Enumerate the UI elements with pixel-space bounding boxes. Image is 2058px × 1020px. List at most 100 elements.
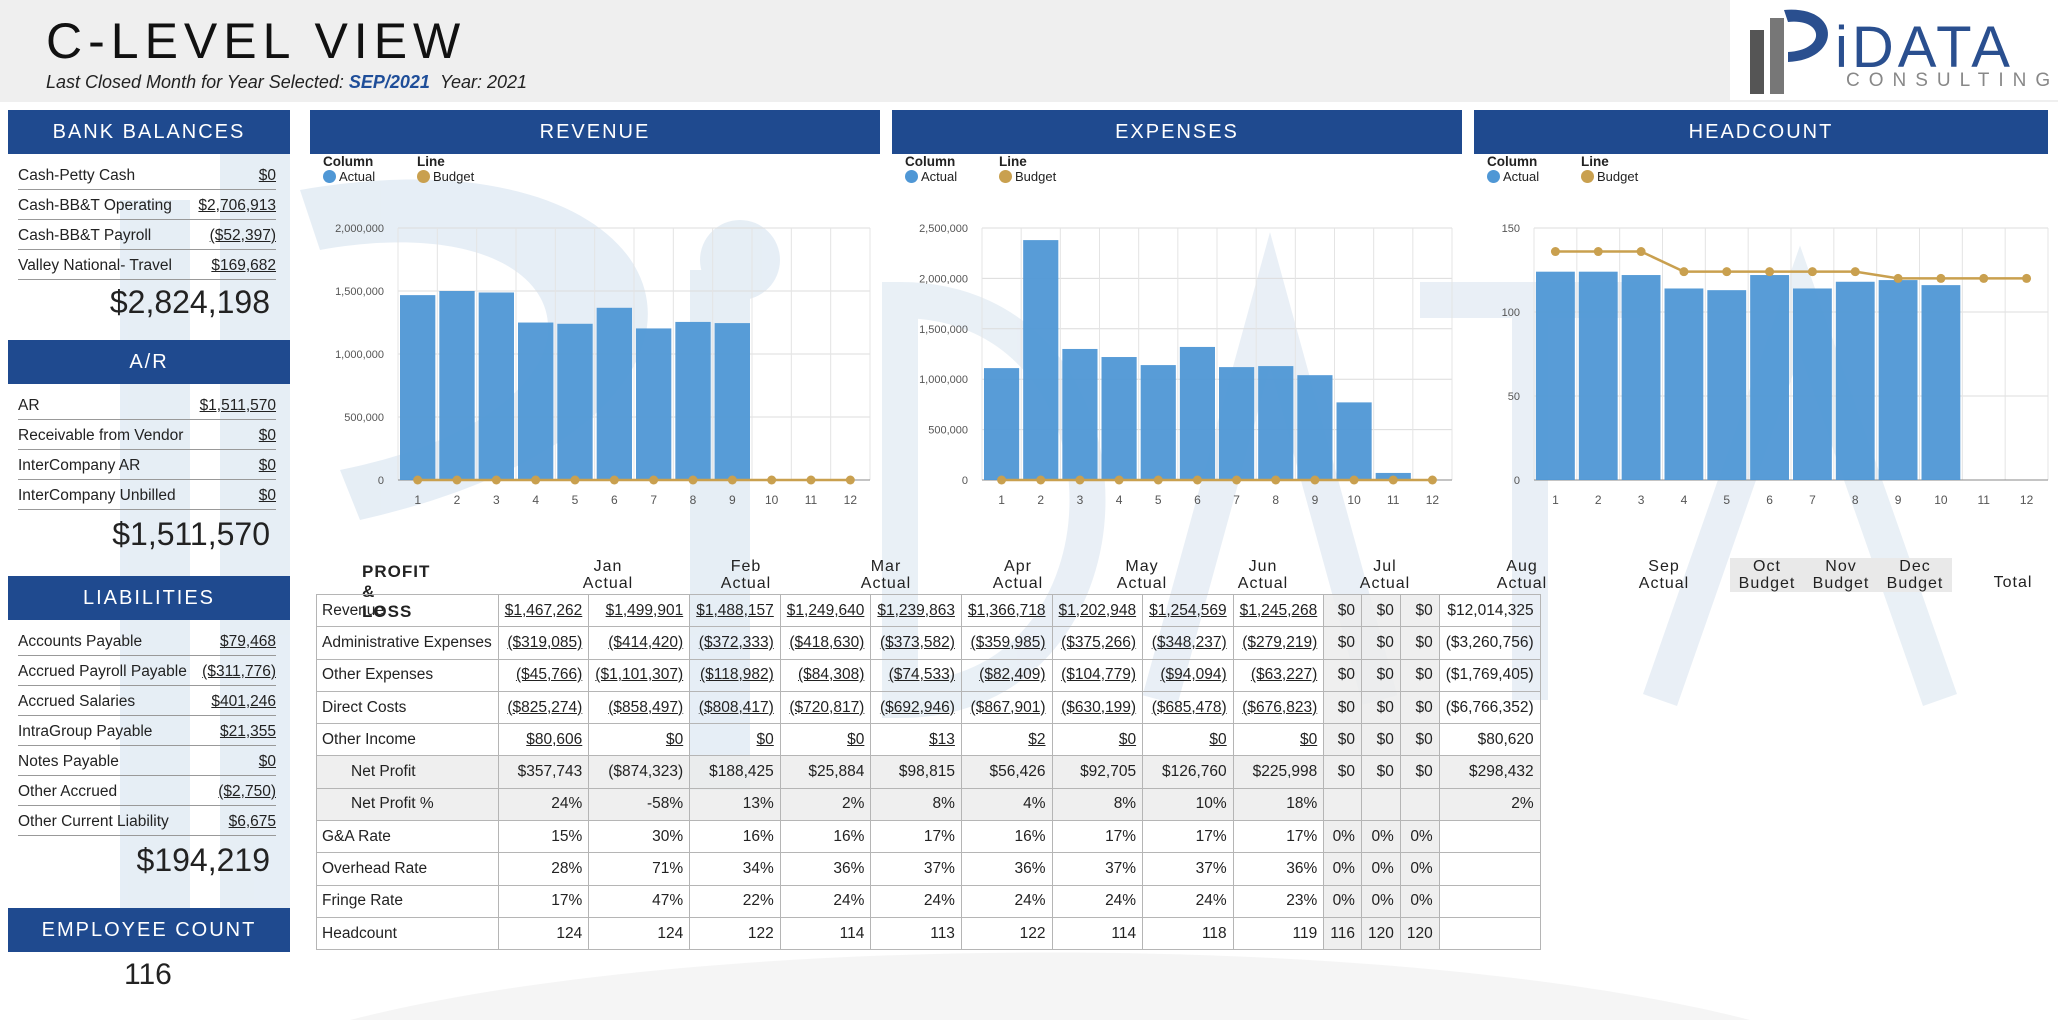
pl-cell[interactable]: $13 [870,723,962,757]
pl-cell[interactable]: ($692,946) [870,690,962,725]
bank-balance-value[interactable]: $0 [258,167,276,184]
expenses-budget-point[interactable] [1310,475,1320,485]
expenses-bar[interactable] [1140,365,1176,480]
headcount-budget-point[interactable] [1850,267,1860,277]
legend-actual[interactable]: Actual [339,169,376,184]
pl-cell[interactable]: $0 [1232,723,1325,757]
pl-cell[interactable]: ($319,085) [497,626,590,660]
revenue-budget-point[interactable] [649,475,659,485]
pl-cell[interactable]: $0 [1399,626,1440,660]
liability-value[interactable]: $401,246 [211,693,276,710]
revenue-budget-point[interactable] [806,475,816,485]
pl-cell[interactable]: ($1,769,405) [1438,658,1541,692]
pl-cell[interactable]: $1,202,948 [1051,593,1144,628]
expenses-bar[interactable] [1023,240,1059,480]
pl-cell[interactable]: ($84,308) [779,658,872,692]
ar-value[interactable]: $0 [258,457,276,474]
expenses-budget-point[interactable] [1427,475,1437,485]
revenue-bar[interactable] [675,321,711,480]
pl-cell[interactable]: $0 [1323,658,1362,692]
pl-cell[interactable]: $2 [960,723,1053,757]
pl-cell[interactable]: ($630,199) [1051,690,1144,725]
revenue-bar[interactable] [714,323,750,480]
pl-cell[interactable]: ($359,985) [960,626,1053,660]
pl-cell[interactable]: ($825,274) [497,690,590,725]
headcount-budget-point[interactable] [1679,267,1689,277]
selected-month[interactable]: SEP/2021 [348,72,430,92]
pl-cell[interactable]: $1,366,718 [960,593,1053,628]
pl-cell[interactable]: $0 [1399,658,1440,692]
revenue-budget-point[interactable] [452,475,462,485]
expenses-budget-point[interactable] [1036,475,1046,485]
selected-year[interactable]: Year: 2021 [439,72,528,92]
pl-cell[interactable]: $0 [1360,723,1401,757]
pl-cell[interactable]: $0 [1323,723,1362,757]
revenue-budget-point[interactable] [727,475,737,485]
legend-budget[interactable]: Budget [433,169,475,184]
headcount-budget-point[interactable] [1593,247,1603,257]
pl-cell[interactable]: ($82,409) [960,658,1053,692]
headcount-bar[interactable] [1621,275,1661,480]
expenses-budget-point[interactable] [1271,475,1281,485]
expenses-bar[interactable] [1101,357,1137,480]
pl-cell[interactable]: ($372,333) [689,626,781,660]
headcount-bar[interactable] [1835,281,1875,480]
liability-value[interactable]: ($311,776) [202,663,276,680]
pl-cell[interactable]: $1,467,262 [497,593,590,628]
pl-cell[interactable]: $80,620 [1438,723,1541,757]
expenses-bar[interactable] [1258,366,1294,480]
expenses-budget-point[interactable] [1192,475,1202,485]
revenue-budget-point[interactable] [531,475,541,485]
legend-budget[interactable]: Budget [1015,169,1057,184]
expenses-bar[interactable] [1336,402,1372,480]
expenses-chart[interactable]: 0 500,000 1,000,000 1,500,000 2,000,000 2,500… [892,210,1462,520]
revenue-budget-point[interactable] [767,475,777,485]
headcount-bar[interactable] [1664,288,1704,480]
pl-cell[interactable]: $0 [689,723,781,757]
headcount-budget-point[interactable] [1893,273,1903,283]
expenses-budget-point[interactable] [1349,475,1359,485]
pl-cell[interactable]: $12,014,325 [1438,593,1541,628]
pl-cell[interactable]: $0 [1142,723,1234,757]
pl-cell[interactable]: $0 [1360,593,1401,628]
pl-cell[interactable]: $0 [1051,723,1144,757]
pl-cell[interactable]: $1,239,863 [870,593,962,628]
pl-cell[interactable]: $1,488,157 [689,593,781,628]
pl-cell[interactable]: ($685,478) [1142,690,1234,725]
pl-cell[interactable]: ($720,817) [779,690,872,725]
pl-cell[interactable]: $80,606 [497,723,590,757]
liability-value[interactable]: $0 [258,753,276,770]
pl-cell[interactable]: $0 [1323,626,1362,660]
pl-cell[interactable]: $0 [1360,690,1401,725]
headcount-bar[interactable] [1921,285,1961,480]
pl-cell[interactable]: ($45,766) [497,658,590,692]
pl-cell[interactable]: ($418,630) [779,626,872,660]
expenses-bar[interactable] [1219,367,1255,480]
pl-cell[interactable]: ($867,901) [960,690,1053,725]
liability-value[interactable]: $6,675 [228,813,276,830]
headcount-bar[interactable] [1878,280,1918,480]
revenue-bar[interactable] [439,291,475,480]
revenue-budget-point[interactable] [845,475,855,485]
pl-cell[interactable]: ($94,094) [1142,658,1234,692]
expenses-bar[interactable] [1062,348,1098,480]
revenue-budget-point[interactable] [688,475,698,485]
revenue-bar[interactable] [557,323,593,480]
pl-cell[interactable]: ($74,533) [870,658,962,692]
revenue-bar[interactable] [478,292,514,480]
revenue-budget-point[interactable] [609,475,619,485]
liability-value[interactable]: $79,468 [219,633,276,650]
bank-balance-value[interactable]: ($52,397) [209,227,276,244]
bank-balance-value[interactable]: $169,682 [211,257,276,274]
pl-cell[interactable]: ($3,260,756) [1438,626,1541,660]
headcount-budget-point[interactable] [2022,273,2032,283]
pl-cell[interactable]: $0 [1399,593,1440,628]
pl-cell[interactable]: $1,249,640 [779,593,872,628]
pl-cell[interactable]: ($104,779) [1051,658,1144,692]
expenses-bar[interactable] [984,368,1020,480]
headcount-budget-point[interactable] [1636,247,1646,257]
pl-cell[interactable]: ($676,823) [1232,690,1325,725]
revenue-budget-point[interactable] [570,475,580,485]
